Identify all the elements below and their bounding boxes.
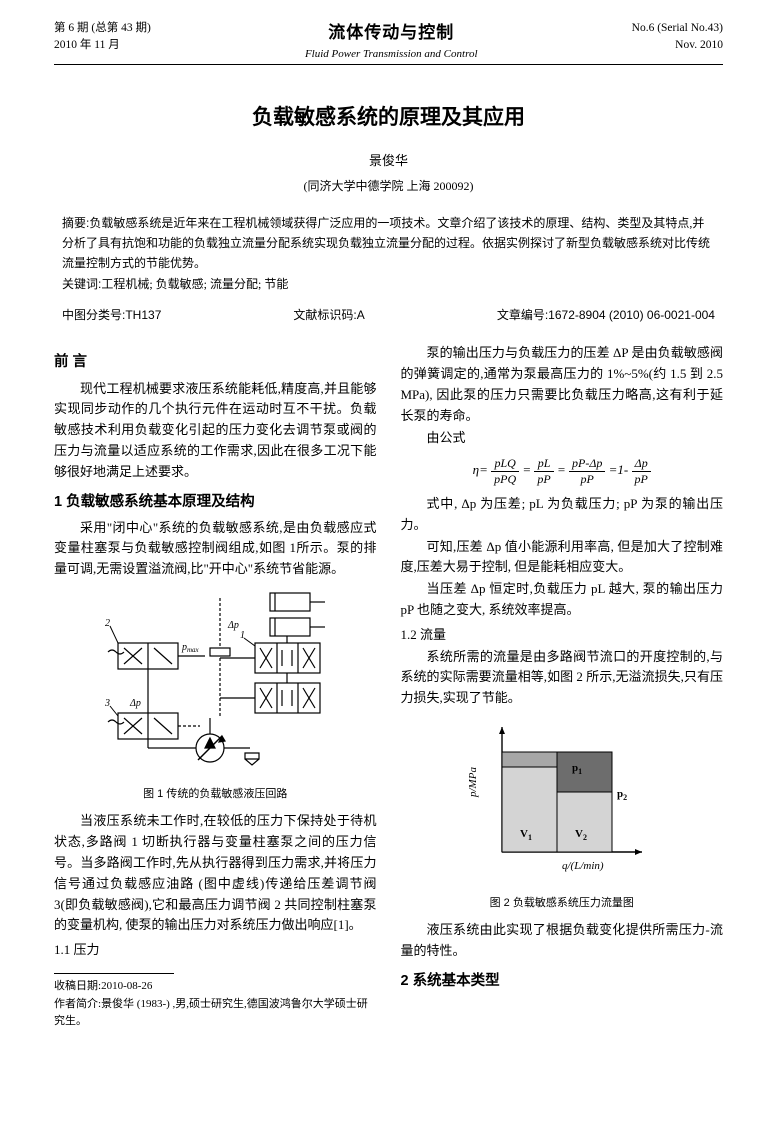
para: 液压系统由此实现了根据负载变化提供所需压力-流量的特性。 (401, 920, 724, 962)
meta-row: 中图分类号:TH137 文献标识码:A 文章编号:1672-8904 (2010… (62, 306, 715, 325)
para: 系统所需的流量是由多路阀节流口的开度控制的,与系统的实际需要流量相等,如图 2 … (401, 647, 724, 709)
keywords-text: 工程机械; 负载敏感; 流量分配; 节能 (101, 277, 288, 291)
subsection-1-2: 1.2 流量 (401, 625, 724, 646)
label-dp: Δp (129, 698, 141, 709)
affiliation: (同济大学中德学院 上海 200092) (54, 177, 723, 196)
header-left: 第 6 期 (总第 43 期) 2010 年 11 月 (54, 20, 151, 62)
section-preface: 前 言 (54, 351, 377, 374)
right-column: 泵的输出压力与负载压力的压差 ΔP 是由负载敏感阀的弹簧调定的,通常为泵最高压力… (401, 343, 724, 1031)
abstract-block: 摘要:负载敏感系统是近年来在工程机械领域获得广泛应用的一项技术。文章介绍了该技术… (62, 213, 715, 295)
figure-2: p/MPa q/(L/min) p1 p2 V1 V2 (401, 717, 724, 889)
figure-1: 2 3 1 pmax Δp Δp (54, 588, 377, 780)
para: 采用"闭中心"系统的负载敏感系统,是由负载感应式变量柱塞泵与负载敏感控制阀组成,… (54, 518, 377, 580)
label-pmax: pmax (181, 642, 200, 654)
svg-text:1: 1 (240, 630, 245, 641)
page-header: 第 6 期 (总第 43 期) 2010 年 11 月 流体传动与控制 Flui… (54, 20, 723, 62)
header-center: 流体传动与控制 Fluid Power Transmission and Con… (305, 20, 478, 62)
para: 当液压系统未工作时,在较低的压力下保持处于待机状态,多路阀 1 切断执行器与变量… (54, 811, 377, 936)
pub-date: Nov. 2010 (632, 37, 723, 54)
abstract-text: 负载敏感系统是近年来在工程机械领域获得广泛应用的一项技术。文章介绍了该技术的原理… (62, 216, 710, 271)
page: 第 6 期 (总第 43 期) 2010 年 11 月 流体传动与控制 Flui… (0, 0, 777, 1061)
issue-number: 第 6 期 (总第 43 期) (54, 20, 151, 37)
section-2: 2 系统基本类型 (401, 970, 724, 993)
para: 式中, Δp 为压差; pL 为负载压力; pP 为泵的输出压力。 (401, 494, 724, 536)
label-dp2: Δp (227, 620, 239, 631)
article-number: 文章编号:1672-8904 (2010) 06-0021-004 (497, 306, 715, 325)
svg-text:3: 3 (104, 698, 110, 709)
bio-label: 作者简介: (54, 998, 101, 1010)
keywords-label: 关键词: (62, 277, 101, 291)
received-date: 2010-08-26 (101, 980, 152, 992)
body-columns: 前 言 现代工程机械要求液压系统能耗低,精度高,并且能够实现同步动作的几个执行元… (54, 343, 723, 1031)
abstract-label: 摘要: (62, 216, 89, 230)
fig1-diagram: 2 3 1 pmax Δp Δp (100, 588, 330, 773)
serial-number: No.6 (Serial No.43) (632, 20, 723, 37)
fig1-caption: 图 1 传统的负载敏感液压回路 (54, 786, 377, 804)
para: 由公式 (401, 428, 724, 449)
article-title: 负载敏感系统的原理及其应用 (54, 101, 723, 135)
para: 现代工程机械要求液压系统能耗低,精度高,并且能够实现同步动作的几个执行元件在运动… (54, 379, 377, 483)
author-bio: 景俊华 (1983-) ,男,硕士研究生,德国波鸿鲁尔大学硕士研究生。 (54, 998, 368, 1028)
equation-eta: η= pLQpPQ = pLpP = pP-ΔppP =1- ΔppP (401, 456, 724, 486)
footnote-rule (54, 973, 174, 974)
para: 可知,压差 Δp 值小能源利用率高, 但是加大了控制难度,压差大易于控制, 但是… (401, 537, 724, 579)
journal-title-cn: 流体传动与控制 (305, 20, 478, 46)
para: 当压差 Δp 恒定时,负载压力 pL 越大, 泵的输出压力 pP 也随之变大, … (401, 579, 724, 621)
issue-date: 2010 年 11 月 (54, 37, 151, 54)
journal-title-en: Fluid Power Transmission and Control (305, 46, 478, 63)
svg-text:2: 2 (105, 618, 110, 629)
svg-text:p/MPa: p/MPa (467, 767, 479, 798)
svg-text:q/(L/min): q/(L/min) (562, 860, 604, 872)
fig2-caption: 图 2 负载敏感系统压力流量图 (401, 895, 724, 913)
para: 泵的输出压力与负载压力的压差 ΔP 是由负载敏感阀的弹簧调定的,通常为泵最高压力… (401, 343, 724, 426)
section-1: 1 负载敏感系统基本原理及结构 (54, 491, 377, 514)
received-label: 收稿日期: (54, 980, 101, 992)
header-right: No.6 (Serial No.43) Nov. 2010 (632, 20, 723, 62)
svg-text:p2: p2 (617, 788, 627, 802)
footnote: 收稿日期:2010-08-26 作者简介:景俊华 (1983-) ,男,硕士研究… (54, 978, 377, 1031)
author: 景俊华 (54, 151, 723, 172)
doc-code: 文献标识码:A (293, 306, 364, 325)
subsection-1-1: 1.1 压力 (54, 940, 377, 961)
fig2-chart: p/MPa q/(L/min) p1 p2 V1 V2 (462, 717, 662, 882)
header-rule (54, 64, 723, 65)
clc: 中图分类号:TH137 (62, 306, 161, 325)
left-column: 前 言 现代工程机械要求液压系统能耗低,精度高,并且能够实现同步动作的几个执行元… (54, 343, 377, 1031)
